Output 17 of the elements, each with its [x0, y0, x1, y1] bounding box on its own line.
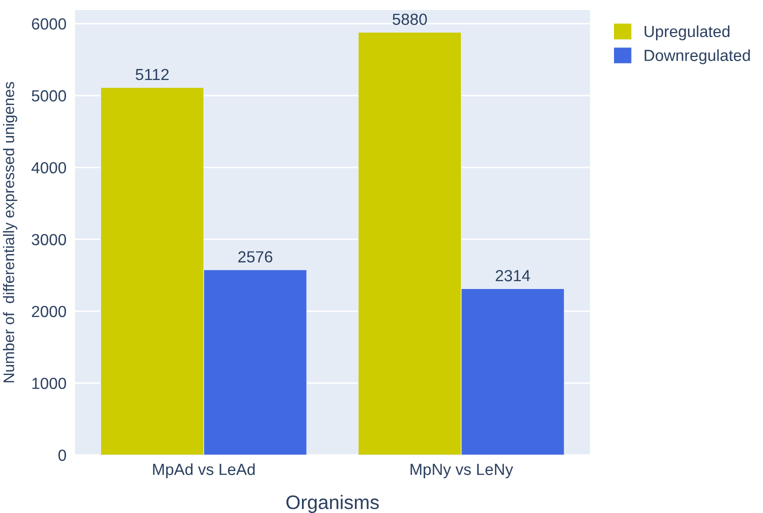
data-label: 5880 — [392, 14, 427, 25]
legend-label: Downregulated — [644, 49, 750, 64]
y-tick-label: 6000 — [32, 18, 66, 30]
x-tick-label: MpNy vs LeNy — [410, 464, 514, 478]
x-axis-title: Organisms — [286, 494, 379, 513]
x-tick-label: MpAd vs LeAd — [153, 463, 255, 478]
legend-label: Upregulated — [644, 25, 730, 40]
y-tick-label: 1000 — [32, 378, 66, 390]
y-tick-label: 2000 — [32, 306, 66, 318]
y-tick-label: 4000 — [32, 162, 66, 174]
y-tick-label: 5000 — [32, 90, 66, 102]
data-label: 2576 — [238, 251, 272, 262]
data-label: 5112 — [136, 68, 169, 80]
y-tick-label: 0 — [58, 450, 66, 461]
y-axis-title: Number of differentially expressed unigenes — [3, 82, 18, 382]
data-label: 2314 — [496, 270, 530, 282]
y-tick-label: 3000 — [32, 234, 66, 246]
